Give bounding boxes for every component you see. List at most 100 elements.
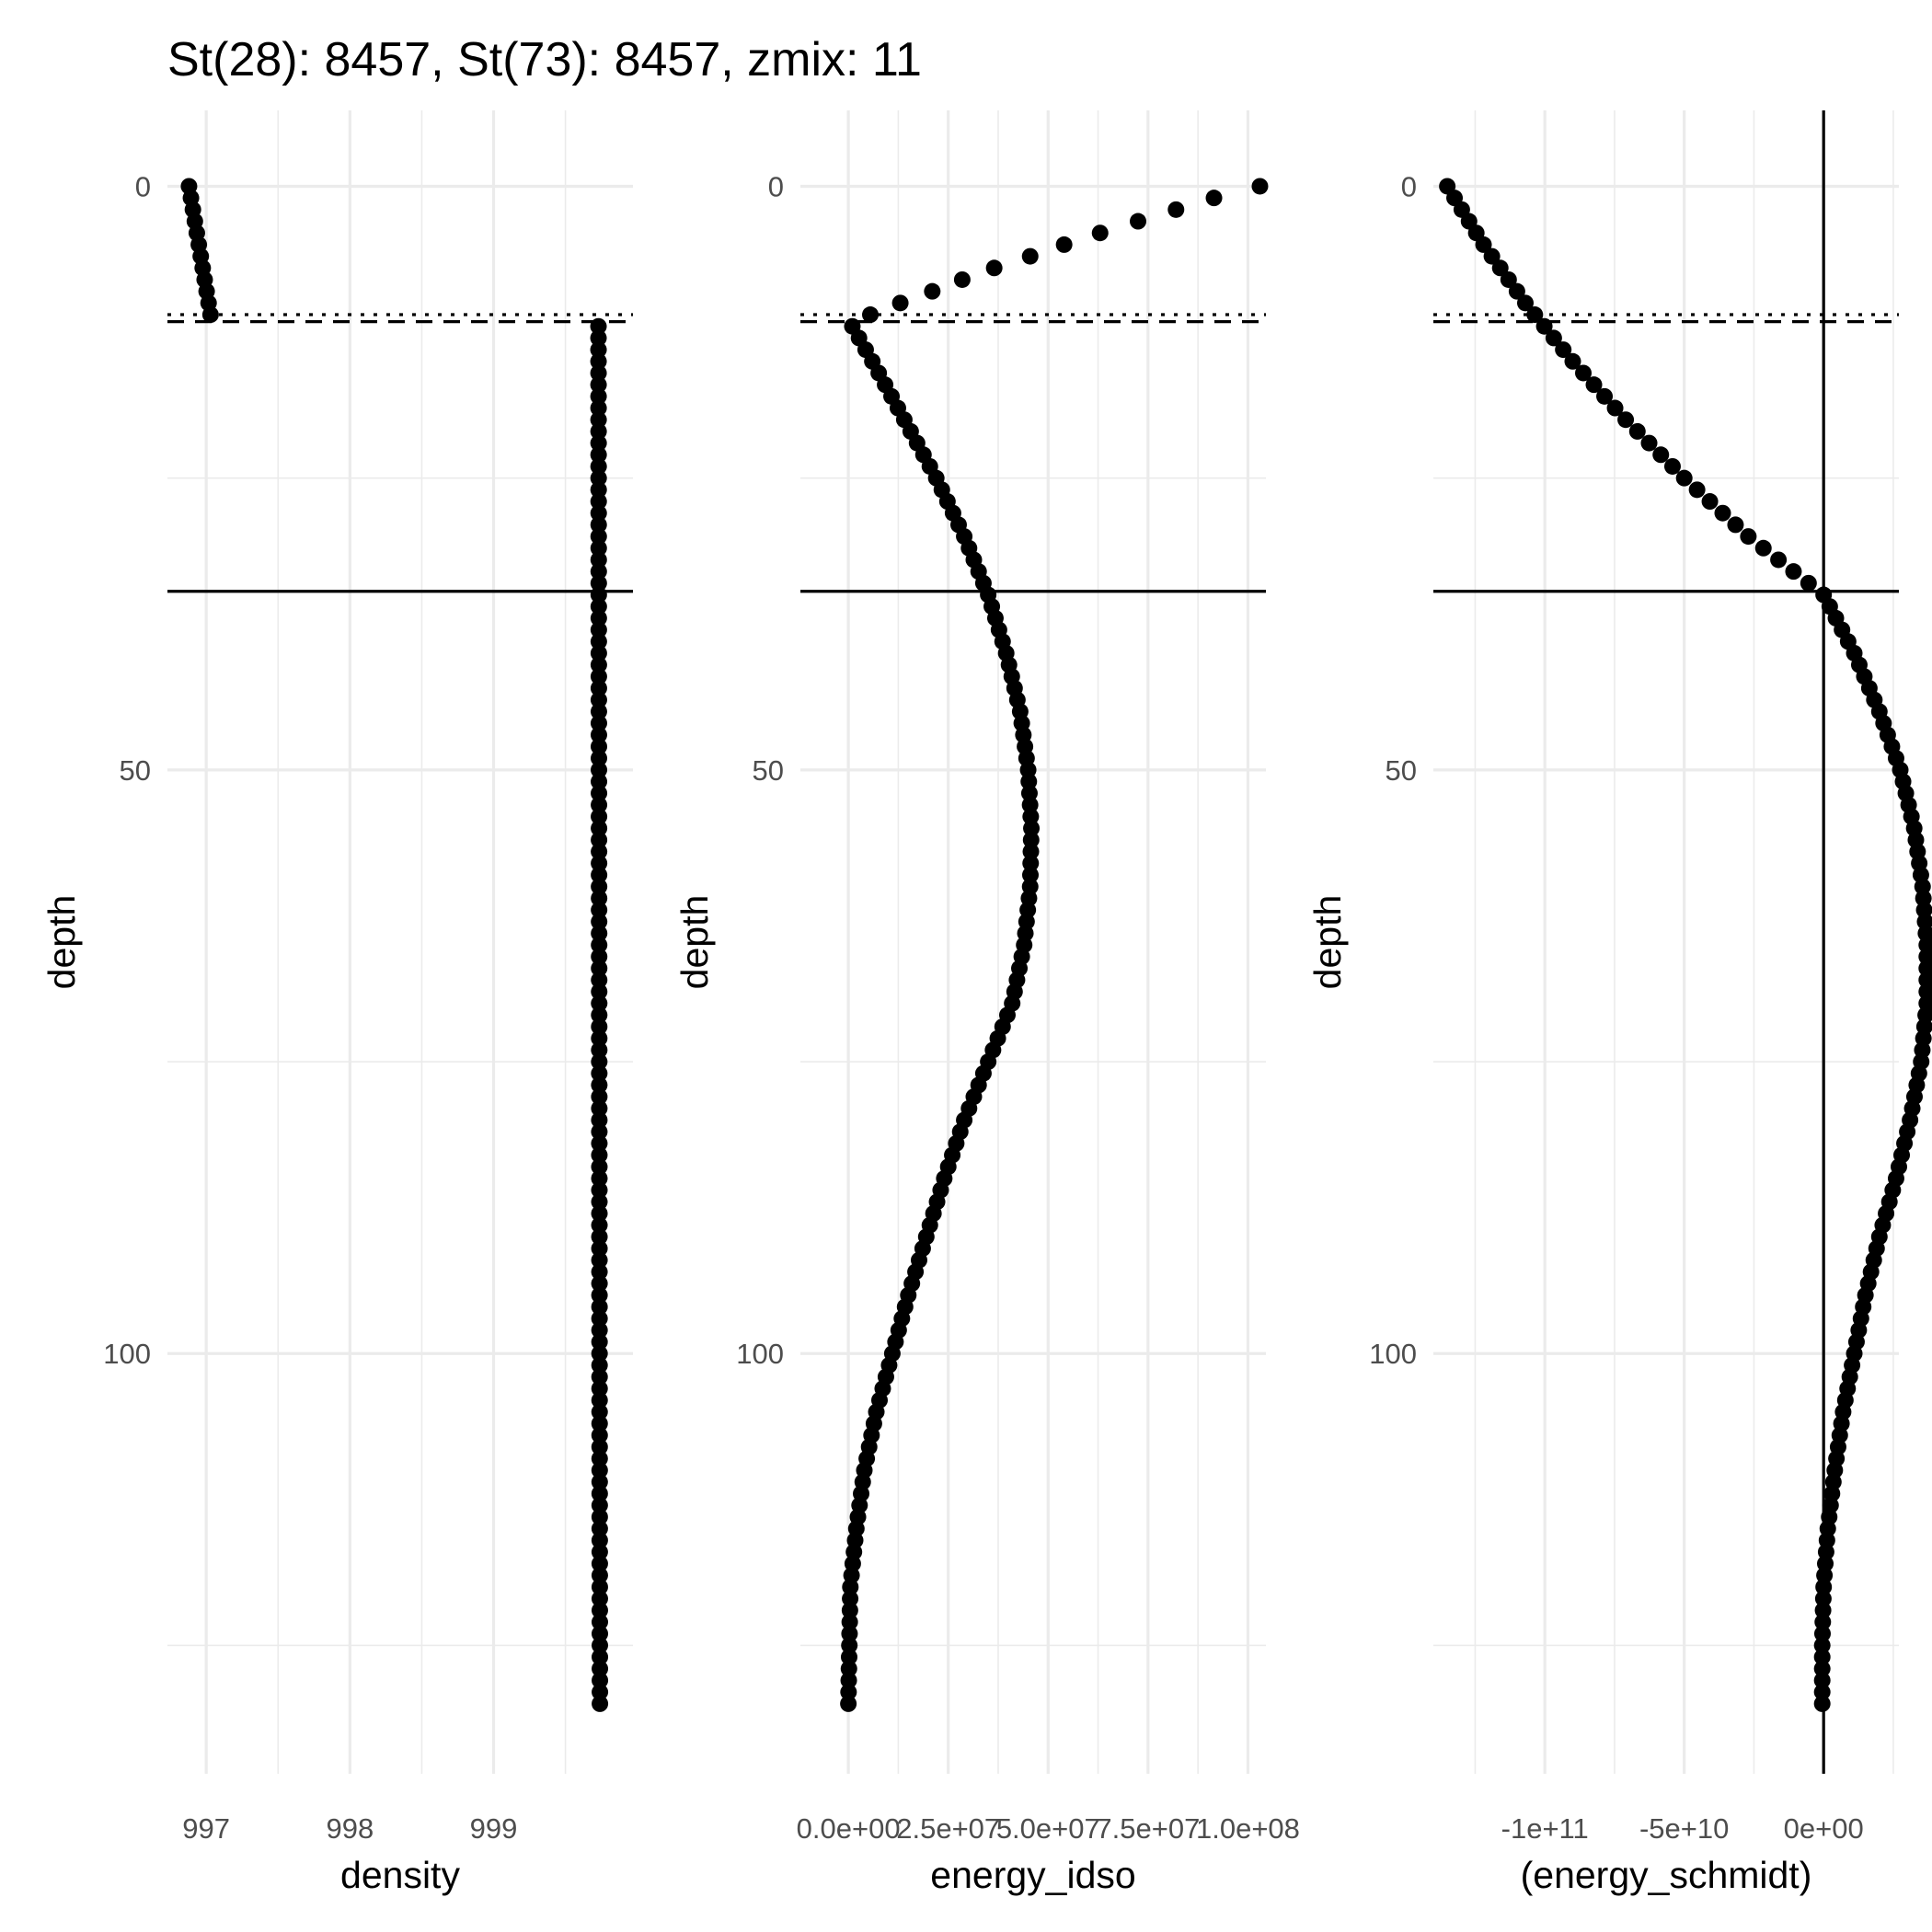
density-data-point bbox=[591, 1088, 608, 1106]
density-data-point bbox=[591, 1018, 608, 1035]
density-data-point bbox=[591, 902, 608, 919]
energy-schmidt-data-point bbox=[1606, 399, 1624, 417]
energy-schmidt-data-point bbox=[1701, 493, 1719, 511]
density-data-point bbox=[591, 1473, 608, 1490]
energy-idso-data-point bbox=[1055, 236, 1073, 253]
density-data-point bbox=[591, 1204, 608, 1222]
energy-schmidt-data-point bbox=[1491, 259, 1509, 277]
density-data-point bbox=[590, 411, 607, 429]
energy-idso-data-point bbox=[842, 1590, 859, 1607]
density-data-point bbox=[591, 1368, 608, 1386]
energy-schmidt-x-tick-label: -5e+10 bbox=[1639, 1812, 1729, 1845]
energy-schmidt-data-point bbox=[1640, 434, 1658, 452]
energy-schmidt-data-point bbox=[1727, 516, 1744, 534]
density-data-point bbox=[590, 609, 607, 627]
density-data-point bbox=[591, 1193, 608, 1211]
energy-idso-data-point bbox=[985, 259, 1003, 277]
density-data-point bbox=[591, 960, 608, 977]
density-data-point bbox=[592, 1684, 609, 1701]
energy-idso-data-point bbox=[1091, 224, 1109, 242]
energy-idso-data-point bbox=[841, 1625, 858, 1642]
energy-idso-x-tick-label: 2.5e+07 bbox=[896, 1812, 1000, 1845]
energy-schmidt-data-point bbox=[1813, 1660, 1831, 1677]
density-y-axis-title: depth bbox=[40, 895, 83, 990]
density-data-point bbox=[591, 1298, 608, 1316]
energy-idso-data-point bbox=[840, 1660, 857, 1677]
energy-schmidt-data-point bbox=[1628, 422, 1646, 440]
density-data-point bbox=[592, 1649, 609, 1666]
energy-idso-data-point bbox=[1022, 831, 1040, 848]
density-data-point bbox=[592, 1637, 609, 1654]
density-data-point bbox=[591, 1555, 608, 1572]
density-data-point bbox=[591, 1602, 608, 1619]
energy-schmidt-data-point bbox=[1813, 1672, 1831, 1689]
density-data-point bbox=[591, 1532, 608, 1549]
energy-schmidt-data-point bbox=[1596, 387, 1614, 405]
density-data-point bbox=[591, 1321, 608, 1339]
density-data-point bbox=[591, 1310, 608, 1328]
density-data-point bbox=[591, 843, 608, 860]
density-data-point bbox=[592, 1660, 609, 1677]
energy-idso-data-point bbox=[924, 282, 941, 300]
energy-schmidt-data-point bbox=[1815, 1578, 1833, 1595]
energy-schmidt-data-point bbox=[1917, 1006, 1932, 1024]
density-data-point bbox=[590, 539, 607, 557]
density-data-point bbox=[591, 1391, 608, 1409]
energy-schmidt-y-axis-title: depth bbox=[1306, 895, 1349, 990]
density-data-point bbox=[591, 1181, 608, 1199]
density-data-point bbox=[591, 1240, 608, 1258]
density-data-point bbox=[591, 890, 608, 907]
density-data-point bbox=[590, 387, 607, 405]
density-data-point bbox=[592, 1672, 609, 1689]
density-data-point bbox=[591, 1041, 608, 1059]
density-data-point bbox=[590, 329, 607, 347]
energy-idso-data-point bbox=[1022, 867, 1040, 884]
energy-schmidt-data-point bbox=[1617, 411, 1635, 429]
density-data-point bbox=[591, 1567, 608, 1584]
energy-idso-x-tick-label: 1.0e+08 bbox=[1196, 1812, 1300, 1845]
energy-idso-data-point bbox=[842, 1578, 859, 1595]
density-data-point bbox=[591, 913, 608, 930]
density-data-point bbox=[591, 1263, 608, 1281]
density-x-tick-label: 997 bbox=[182, 1812, 230, 1845]
density-data-point bbox=[590, 481, 607, 499]
energy-idso-data-point bbox=[1205, 190, 1223, 207]
energy-schmidt-data-point bbox=[1813, 1649, 1831, 1666]
energy-schmidt-data-point bbox=[1555, 341, 1572, 359]
density-y-tick-label: 50 bbox=[120, 754, 151, 787]
energy-idso-data-point bbox=[1022, 855, 1040, 872]
density-data-point bbox=[590, 504, 607, 522]
density-data-point bbox=[591, 1251, 608, 1269]
density-data-point bbox=[591, 761, 608, 778]
energy-idso-data-point bbox=[840, 1649, 857, 1666]
density-data-point bbox=[591, 1064, 608, 1082]
energy-idso-data-point bbox=[1022, 843, 1040, 860]
density-data-point bbox=[590, 598, 607, 615]
density-data-point bbox=[590, 633, 607, 650]
density-data-point bbox=[591, 1076, 608, 1094]
energy-idso-data-point bbox=[1021, 247, 1039, 265]
density-data-point bbox=[590, 715, 607, 732]
energy-schmidt-data-point bbox=[1814, 1614, 1832, 1631]
density-data-point bbox=[590, 341, 607, 359]
density-x-tick-label: 998 bbox=[326, 1812, 374, 1845]
energy-schmidt-data-point bbox=[1714, 504, 1731, 522]
density-data-point bbox=[590, 586, 607, 604]
energy-idso-x-tick-label: 7.5e+07 bbox=[1096, 1812, 1200, 1845]
density-x-axis-title: density bbox=[340, 1854, 460, 1896]
energy-schmidt-data-point bbox=[1516, 294, 1534, 312]
density-data-point bbox=[590, 457, 607, 475]
energy-idso-data-point bbox=[862, 306, 880, 324]
density-data-point bbox=[591, 867, 608, 884]
density-data-point bbox=[591, 1508, 608, 1525]
energy-schmidt-x-axis-title: (energy_schmidt) bbox=[1521, 1854, 1812, 1896]
density-data-point bbox=[591, 1520, 608, 1537]
density-data-point bbox=[591, 1543, 608, 1560]
density-data-point bbox=[590, 352, 607, 370]
density-data-point bbox=[591, 937, 608, 954]
energy-schmidt-data-point bbox=[1813, 1625, 1831, 1642]
density-data-point bbox=[591, 1345, 608, 1363]
density-data-point bbox=[591, 1403, 608, 1420]
energy-schmidt-y-tick-label: 50 bbox=[1386, 754, 1417, 787]
density-data-point bbox=[590, 493, 607, 511]
